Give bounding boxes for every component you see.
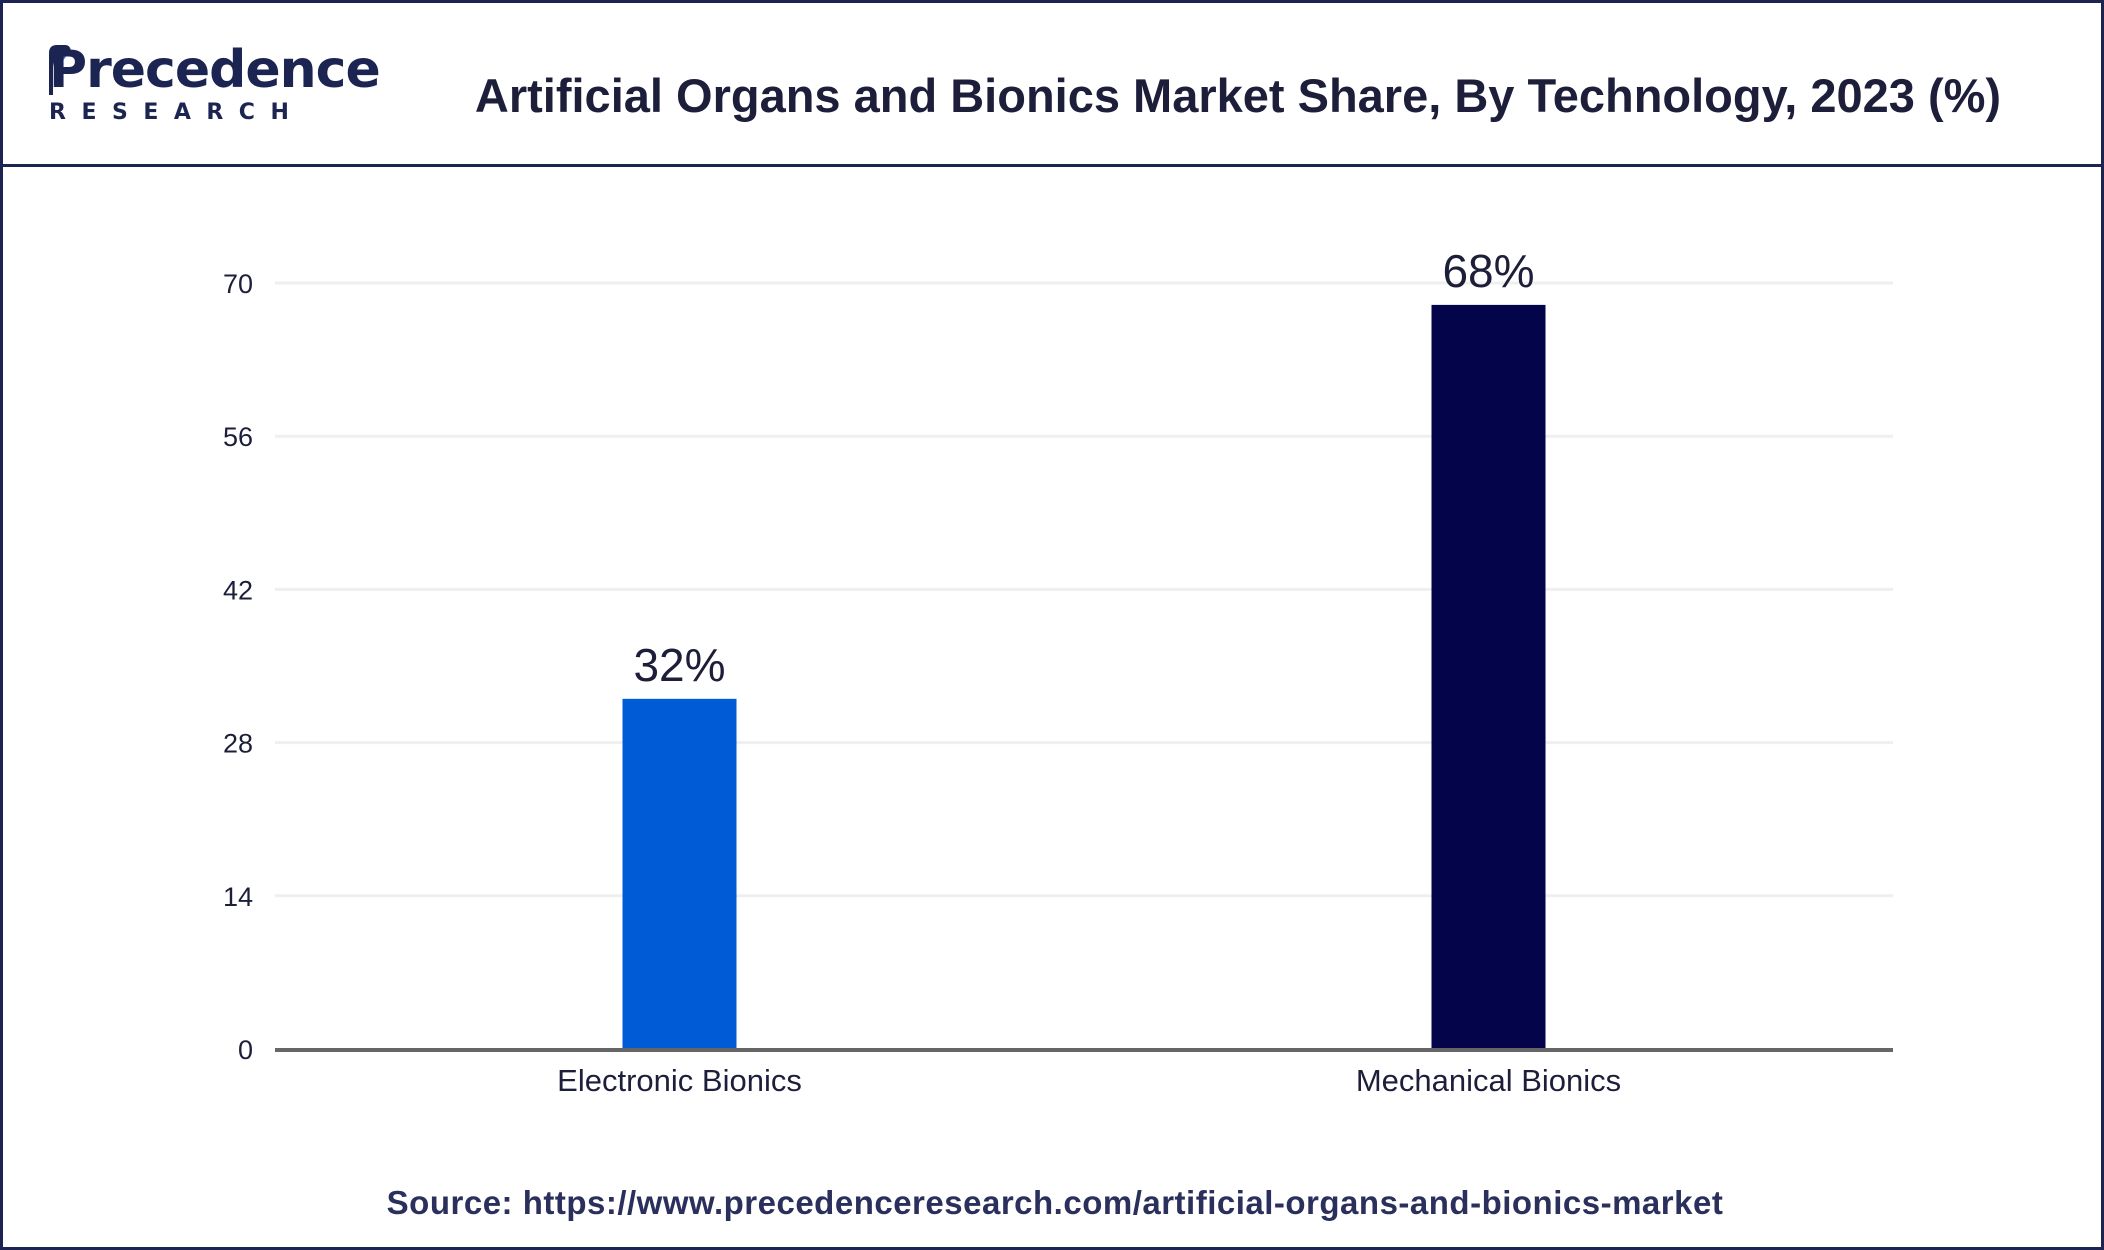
data-label: 32% bbox=[633, 639, 725, 691]
category-labels: Electronic Bionics Mechanical Bionics bbox=[557, 1063, 1621, 1098]
logo-wordmark: Precedence bbox=[49, 40, 381, 100]
bar-electronic-bionics bbox=[622, 698, 737, 1049]
y-tick-label: 42 bbox=[223, 575, 253, 605]
chart-title: Artificial Organs and Bionics Market Sha… bbox=[474, 69, 2002, 122]
header: Precedence RESEARCH Artificial Organs an… bbox=[3, 3, 2101, 167]
y-tick-label: 14 bbox=[223, 882, 253, 912]
source-note: Source: https://www.precedenceresearch.c… bbox=[386, 1184, 1724, 1221]
gridlines bbox=[275, 281, 1893, 898]
bar-mechanical-bionics bbox=[1431, 304, 1546, 1049]
data-labels: 32% 68% bbox=[633, 245, 1534, 691]
logo-subtitle: RESEARCH bbox=[49, 100, 305, 125]
y-tick-label: 70 bbox=[223, 269, 253, 299]
x-category-label: Electronic Bionics bbox=[557, 1063, 802, 1098]
leaf-icon bbox=[49, 45, 71, 95]
y-tick-label: 28 bbox=[223, 729, 253, 759]
data-label: 68% bbox=[1442, 245, 1534, 297]
x-category-label: Mechanical Bionics bbox=[1356, 1063, 1621, 1098]
bars bbox=[622, 304, 1546, 1049]
brand-logo: Precedence RESEARCH bbox=[39, 39, 381, 129]
bar-chart: 0 14 28 42 56 70 32% 68% Electronic Bionics Mec… bbox=[223, 245, 1893, 1098]
y-tick-label: 56 bbox=[223, 422, 253, 452]
y-tick-label: 0 bbox=[238, 1035, 253, 1065]
y-axis-ticks: 0 14 28 42 56 70 bbox=[223, 269, 253, 1065]
